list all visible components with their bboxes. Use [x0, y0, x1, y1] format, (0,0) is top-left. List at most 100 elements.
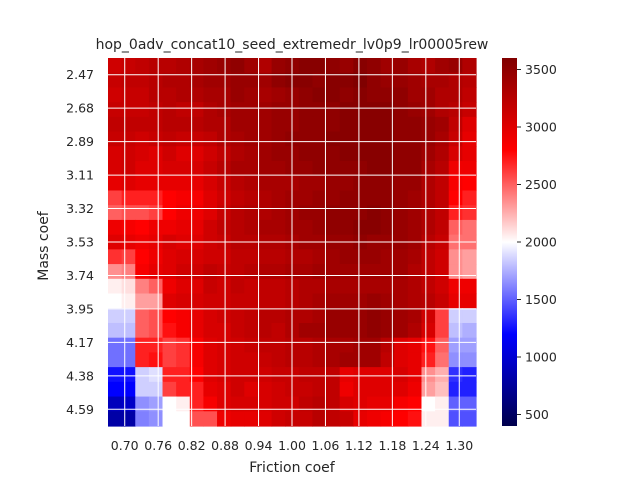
heatmap-cell [108, 72, 123, 89]
heatmap-cell [407, 190, 423, 206]
heatmap-cell [203, 72, 218, 89]
heatmap-cell [312, 411, 327, 427]
heatmap-cell [189, 72, 205, 89]
colorbar [502, 58, 517, 426]
heatmap-cell [244, 278, 259, 295]
heatmap-cell [326, 146, 341, 162]
heatmap-cell [394, 249, 409, 265]
heatmap-cell [271, 293, 286, 309]
heatmap-cell [121, 102, 136, 118]
heatmap-cell [203, 396, 218, 412]
heatmap-cell [407, 352, 423, 368]
y-tick-label: 3.32 [66, 201, 94, 216]
heatmap-cell [148, 264, 164, 280]
heatmap-cell [148, 72, 164, 89]
heatmap-cell [244, 190, 259, 206]
heatmap-cell [244, 293, 259, 309]
heatmap-cell [298, 58, 314, 74]
heatmap-cell [135, 175, 150, 192]
heatmap-cell [435, 161, 450, 177]
heatmap-cell [162, 264, 177, 280]
heatmap-cell [339, 337, 354, 353]
x-tick-label: 1.12 [345, 438, 373, 453]
heatmap-cell [135, 381, 150, 398]
heatmap-cell [217, 264, 232, 280]
heatmap-cell [298, 116, 314, 133]
heatmap-cell [148, 131, 164, 147]
colorbar-tick-label: 500 [525, 407, 549, 422]
heatmap-cell [339, 249, 354, 265]
heatmap-cell [203, 367, 218, 383]
heatmap-cell [462, 337, 477, 353]
heatmap-cell [353, 381, 368, 398]
heatmap-cell [108, 264, 123, 280]
heatmap-cell [176, 381, 191, 398]
colorbar-tick-label: 2500 [525, 177, 557, 192]
heatmap-cell [421, 205, 436, 221]
heatmap-cell [176, 102, 191, 118]
heatmap-cell [176, 161, 191, 177]
y-tick-label: 2.47 [66, 67, 94, 82]
colorbar-tick-label: 1500 [525, 292, 557, 307]
heatmap-cell [203, 190, 218, 206]
heatmap-cell [244, 411, 259, 427]
heatmap-cell [203, 205, 218, 221]
heatmap-cell [435, 381, 450, 398]
heatmap-cell [339, 396, 354, 412]
heatmap-cell [366, 72, 382, 89]
heatmap-cell [176, 367, 191, 383]
heatmap-cell [189, 396, 205, 412]
heatmap-cell [121, 131, 136, 147]
heatmap-cell [217, 87, 232, 103]
heatmap-cell [271, 131, 286, 147]
heatmap-cell [407, 278, 423, 295]
x-tick-labels: 0.70 0.76 0.82 0.88 0.94 1.00 1.06 1.12 1.18 1.24… [111, 438, 473, 453]
heatmap-cell [326, 367, 341, 383]
chart-title: hop_0adv_concat10_seed_extremedr_lv0p9_l… [96, 37, 489, 53]
heatmap-cell [257, 58, 273, 74]
heatmap-cell [271, 278, 286, 295]
heatmap-cell [230, 293, 245, 309]
heatmap-cell [162, 352, 177, 368]
heatmap-cell [271, 219, 286, 236]
heatmap-cell [448, 293, 463, 309]
heatmap-cell [244, 87, 259, 103]
heatmap-cell [257, 381, 273, 398]
heatmap-cell [353, 396, 368, 412]
heatmap-cell [421, 72, 436, 89]
heatmap-cell [435, 322, 450, 339]
heatmap-cell [176, 411, 191, 427]
heatmap-cell [135, 131, 150, 147]
x-tick-label: 0.94 [245, 438, 273, 453]
heatmap-cell [407, 264, 423, 280]
heatmap-cell [244, 175, 259, 192]
heatmap-cell [298, 352, 314, 368]
heatmap-cell [462, 381, 477, 398]
heatmap-cell [298, 249, 314, 265]
heatmap-cell [462, 278, 477, 295]
heatmap-cell [339, 381, 354, 398]
heatmap-cell [448, 205, 463, 221]
heatmap-cell [148, 322, 164, 339]
heatmap-cell [366, 205, 382, 221]
heatmap-cell [230, 278, 245, 295]
heatmap-cell [176, 352, 191, 368]
heatmap-cell [230, 352, 245, 368]
heatmap-cell [121, 58, 136, 74]
heatmap-cell [162, 131, 177, 147]
heatmap-cell [230, 219, 245, 236]
heatmap-cell [394, 381, 409, 398]
heatmap-cell [353, 58, 368, 74]
heatmap-cell [121, 249, 136, 265]
heatmap-cell [380, 175, 395, 192]
heatmap-cell [203, 337, 218, 353]
heatmap-cell [257, 161, 273, 177]
heatmap-cell [217, 337, 232, 353]
heatmap-cell [366, 264, 382, 280]
heatmap-cell [380, 249, 395, 265]
heatmap-cell [148, 58, 164, 74]
heatmap-cell [312, 116, 327, 133]
heatmap-cell [435, 264, 450, 280]
heatmap-cell [394, 58, 409, 74]
heatmap-cell [353, 352, 368, 368]
